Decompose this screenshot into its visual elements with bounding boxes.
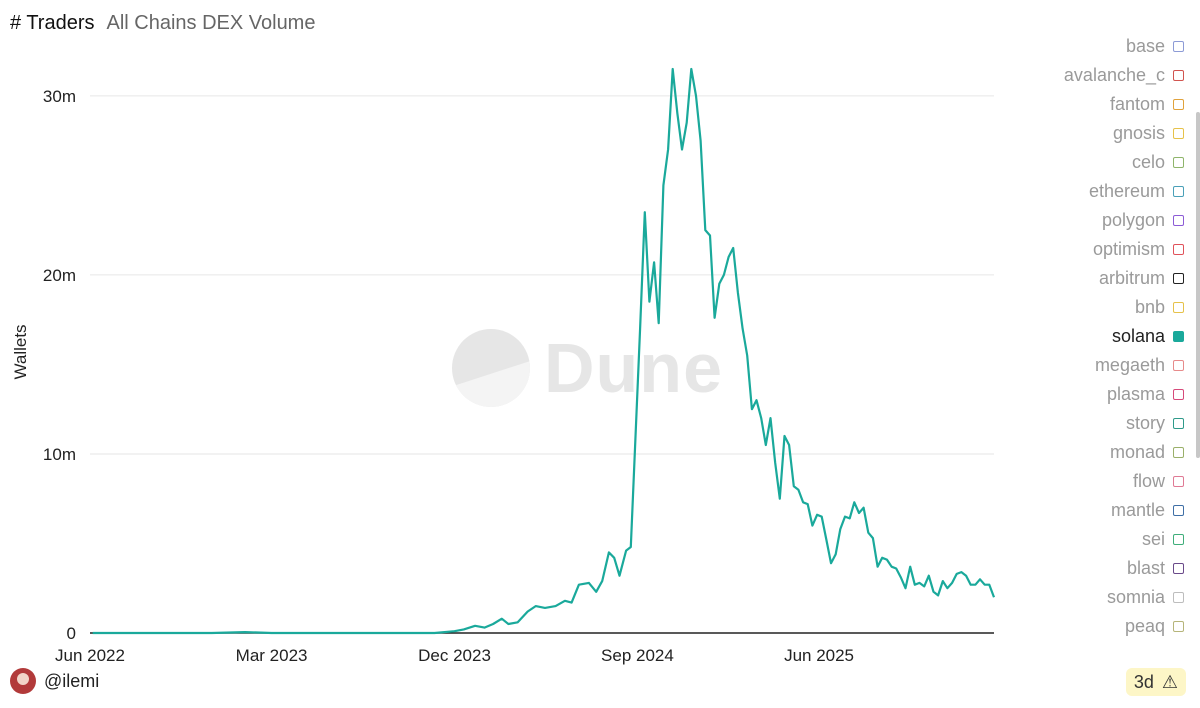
legend-swatch (1173, 302, 1184, 313)
legend-label: arbitrum (1098, 268, 1165, 288)
legend-swatch (1173, 244, 1184, 255)
x-tick-label: Sep 2024 (601, 646, 674, 665)
legend-swatch (1173, 360, 1184, 371)
dune-watermark: Dune (452, 328, 723, 408)
y-axis-label: Wallets (11, 324, 30, 379)
x-tick-label: Jun 2022 (55, 646, 125, 665)
legend-swatch (1173, 70, 1184, 81)
legend-label: blast (1126, 558, 1165, 578)
legend-item-arbitrum[interactable]: arbitrum (1099, 268, 1184, 289)
legend-swatch (1173, 273, 1184, 284)
legend-label: peaq (1124, 616, 1165, 636)
legend-item-peaq[interactable]: peaq (1125, 616, 1184, 637)
author[interactable]: @ilemi (10, 668, 99, 694)
legend-label: mantle (1110, 500, 1165, 520)
legend-swatch (1173, 389, 1184, 400)
legend-item-somnia[interactable]: somnia (1107, 587, 1184, 608)
refresh-age: 3d (1133, 671, 1154, 692)
legend-swatch (1173, 99, 1184, 110)
legend-swatch (1173, 215, 1184, 226)
line-chart: 0 10m 20m 30m Jun 2022 Mar 2023 Dec 2023 Sep 20… (11, 67, 996, 665)
legend-label: flow (1132, 471, 1165, 491)
y-tick-label: 30m (43, 87, 76, 106)
chart-subtitle: All Chains DEX Volume (106, 12, 316, 34)
legend-item-ethereum[interactable]: ethereum (1089, 181, 1184, 202)
legend-item-polygon[interactable]: polygon (1102, 210, 1184, 231)
legend-swatch (1173, 505, 1184, 516)
legend-label: megaeth (1094, 355, 1165, 375)
legend-item-bnb[interactable]: bnb (1135, 297, 1184, 318)
legend-swatch (1173, 331, 1184, 342)
legend-item-optimism[interactable]: optimism (1093, 239, 1184, 260)
legend-label: celo (1131, 152, 1165, 172)
legend-swatch (1173, 563, 1184, 574)
y-tick-label: 10m (43, 445, 76, 464)
warning-icon: ⚠ (1161, 671, 1178, 692)
legend-item-base[interactable]: base (1126, 36, 1184, 57)
legend-item-gnosis[interactable]: gnosis (1113, 123, 1184, 144)
legend-label: optimism (1092, 239, 1165, 259)
legend-label: monad (1109, 442, 1165, 462)
legend-swatch (1173, 41, 1184, 52)
legend-swatch (1173, 186, 1184, 197)
legend-label: bnb (1134, 297, 1165, 317)
legend-label: somnia (1106, 587, 1165, 607)
chart-title: # Traders (10, 12, 95, 34)
legend-item-flow[interactable]: flow (1133, 471, 1184, 492)
x-tick-label: Jun 2025 (784, 646, 854, 665)
legend-swatch (1173, 621, 1184, 632)
x-tick-label: Mar 2023 (236, 646, 308, 665)
legend-label: avalanche_c (1063, 65, 1165, 85)
legend-swatch (1173, 157, 1184, 168)
legend-item-story[interactable]: story (1126, 413, 1184, 434)
legend-label: fantom (1109, 94, 1165, 114)
author-name: @ilemi (44, 670, 100, 691)
dune-logo-icon (452, 329, 530, 407)
watermark-text: Dune (544, 329, 723, 407)
legend-swatch (1173, 476, 1184, 487)
chart-header: # Traders All Chains DEX Volume (10, 12, 315, 40)
legend-item-megaeth[interactable]: megaeth (1095, 355, 1184, 376)
legend-scrollbar[interactable] (1196, 112, 1200, 458)
legend-item-celo[interactable]: celo (1132, 152, 1184, 173)
legend-item-mantle[interactable]: mantle (1111, 500, 1184, 521)
legend-item-blast[interactable]: blast (1127, 558, 1184, 579)
legend-item-solana[interactable]: solana (1112, 326, 1184, 347)
legend-item-monad[interactable]: monad (1110, 442, 1184, 463)
y-tick-label: 20m (43, 266, 76, 285)
legend-swatch (1173, 128, 1184, 139)
legend-label: story (1125, 413, 1165, 433)
legend-swatch (1173, 534, 1184, 545)
legend-swatch (1173, 447, 1184, 458)
legend-label: plasma (1106, 384, 1165, 404)
legend-item-sei[interactable]: sei (1142, 529, 1184, 550)
legend-item-avalanche_c[interactable]: avalanche_c (1064, 65, 1184, 86)
legend-label: polygon (1101, 210, 1165, 230)
legend-item-fantom[interactable]: fantom (1110, 94, 1184, 115)
legend-label: ethereum (1088, 181, 1165, 201)
refresh-badge[interactable]: 3d ⚠ (1125, 668, 1186, 696)
series-line-solana (92, 67, 996, 635)
legend-swatch (1173, 592, 1184, 603)
legend-item-plasma[interactable]: plasma (1107, 384, 1184, 405)
avatar (10, 668, 36, 694)
legend-label: sei (1141, 529, 1165, 549)
legend-label: solana (1111, 326, 1165, 346)
x-tick-label: Dec 2023 (418, 646, 491, 665)
legend-swatch (1173, 418, 1184, 429)
legend-label: base (1125, 36, 1165, 56)
y-tick-label: 0 (67, 624, 76, 643)
legend-label: gnosis (1112, 123, 1165, 143)
